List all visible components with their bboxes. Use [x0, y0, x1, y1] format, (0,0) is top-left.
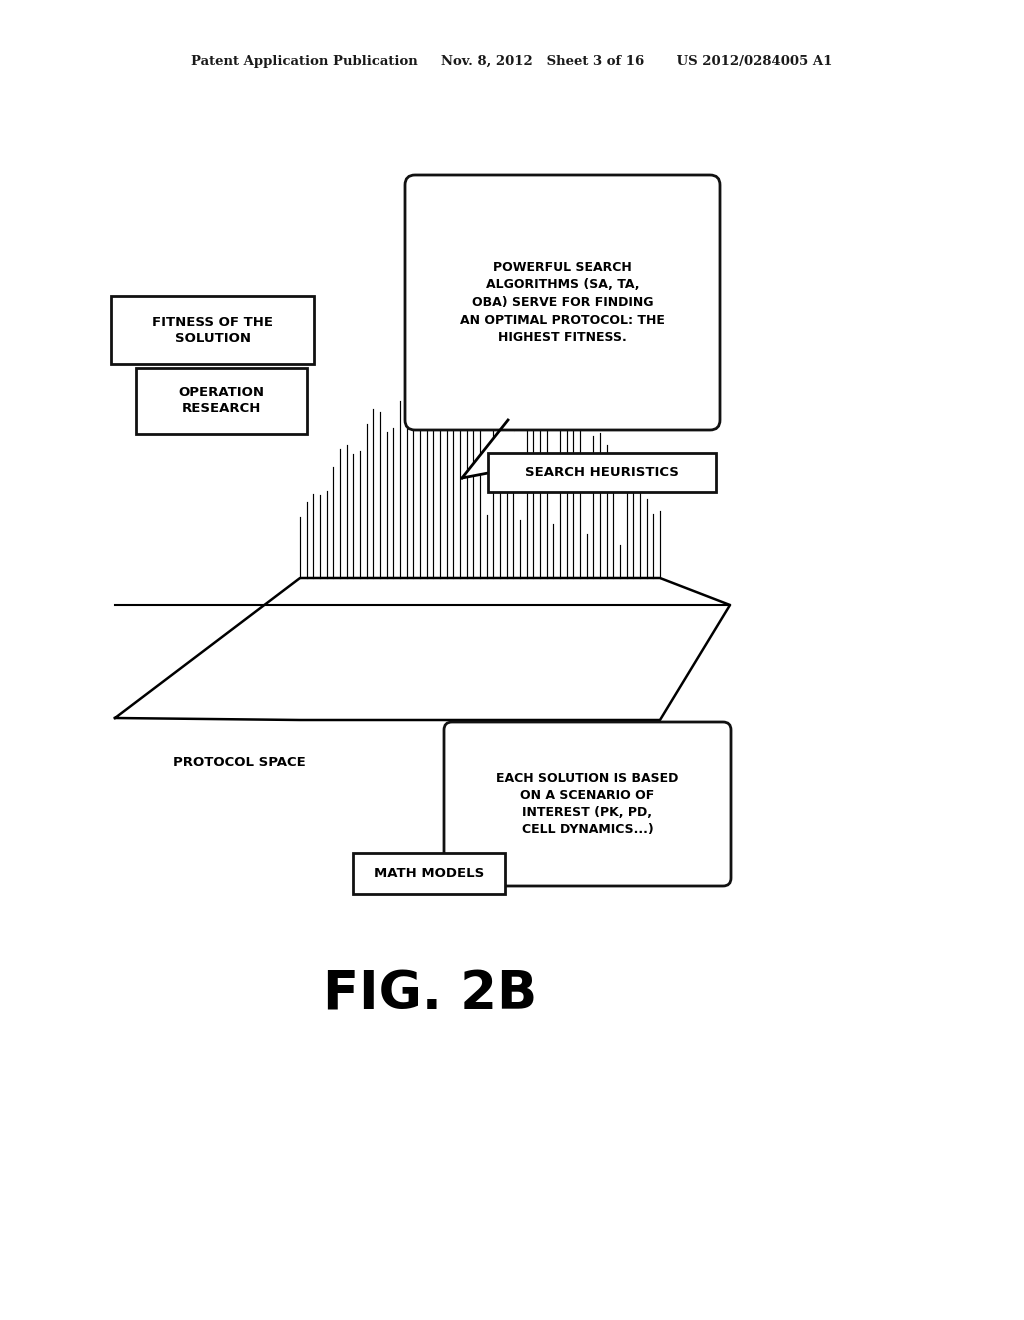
Text: FITNESS OF THE
SOLUTION: FITNESS OF THE SOLUTION — [152, 315, 273, 345]
FancyBboxPatch shape — [488, 453, 716, 492]
Text: Patent Application Publication     Nov. 8, 2012   Sheet 3 of 16       US 2012/02: Patent Application Publication Nov. 8, 2… — [191, 55, 833, 69]
FancyBboxPatch shape — [406, 176, 720, 430]
Text: MATH MODELS: MATH MODELS — [374, 867, 484, 880]
Text: OPERATION
RESEARCH: OPERATION RESEARCH — [178, 387, 264, 416]
Text: PROTOCOL SPACE: PROTOCOL SPACE — [173, 755, 306, 768]
FancyBboxPatch shape — [353, 853, 505, 894]
Polygon shape — [115, 578, 730, 719]
Text: SEARCH HEURISTICS: SEARCH HEURISTICS — [525, 466, 679, 479]
Text: EACH SOLUTION IS BASED
ON A SCENARIO OF
INTEREST (PK, PD,
CELL DYNAMICS...): EACH SOLUTION IS BASED ON A SCENARIO OF … — [497, 772, 679, 836]
Text: POWERFUL SEARCH
ALGORITHMS (SA, TA,
OBA) SERVE FOR FINDING
AN OPTIMAL PROTOCOL: : POWERFUL SEARCH ALGORITHMS (SA, TA, OBA)… — [460, 261, 665, 345]
FancyBboxPatch shape — [444, 722, 731, 886]
Text: FIG. 2B: FIG. 2B — [323, 969, 538, 1020]
FancyBboxPatch shape — [111, 296, 314, 364]
FancyBboxPatch shape — [136, 368, 307, 434]
Polygon shape — [462, 420, 530, 478]
